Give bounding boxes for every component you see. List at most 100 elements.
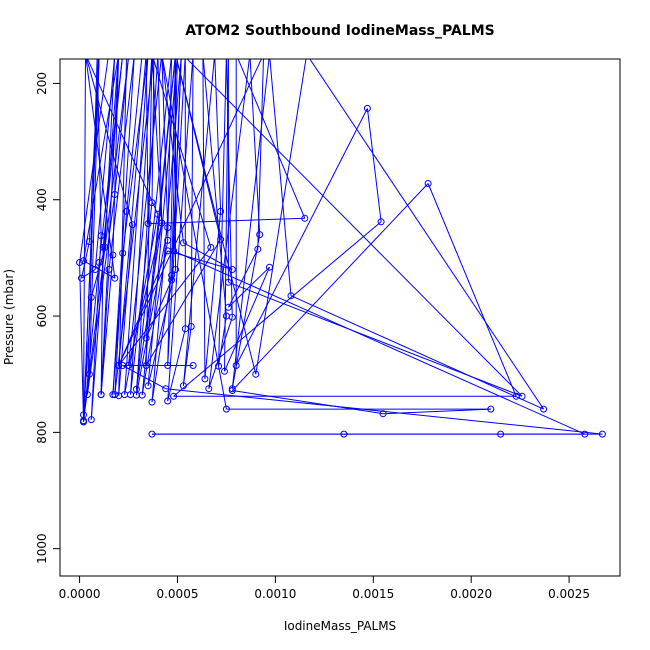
series-segment: [128, 59, 162, 366]
series-segment: [167, 59, 194, 402]
series-segment: [257, 59, 264, 250]
data-point: [172, 266, 179, 273]
data-point: [168, 271, 176, 279]
series-segment: [118, 59, 262, 366]
data-point: [162, 385, 170, 393]
data-point: [222, 405, 230, 413]
data-point: [80, 418, 87, 426]
series-segment: [122, 365, 166, 390]
data-point: [132, 385, 140, 393]
data-point: [179, 382, 187, 390]
series-segment: [145, 59, 153, 366]
series-segment: [126, 59, 143, 212]
data-point: [111, 274, 119, 282]
series-segment: [183, 242, 233, 270]
data-point: [201, 375, 209, 383]
data-point: [379, 410, 387, 418]
series-segment: [182, 59, 215, 386]
series-segment: [173, 221, 382, 397]
data-point: [87, 293, 95, 301]
data-point: [105, 266, 113, 273]
data-point: [256, 231, 264, 239]
data-point: [424, 180, 432, 187]
data-point: [148, 398, 156, 406]
series-segment: [218, 59, 227, 367]
series-segment: [124, 59, 149, 395]
data-point: [123, 207, 131, 215]
data-point: [138, 391, 146, 399]
series-segment: [167, 59, 186, 366]
data-point: [224, 303, 232, 311]
data-point: [187, 323, 195, 330]
series-segment: [249, 59, 261, 235]
x-tick-label: 0.0005: [156, 587, 198, 601]
y-tick-label: 600: [35, 305, 49, 328]
series-segment: [83, 59, 129, 422]
series-segment: [176, 59, 222, 240]
data-point: [119, 362, 127, 369]
series-segment: [145, 59, 149, 224]
data-point: [111, 191, 119, 198]
data-point: [99, 243, 107, 251]
series-segment: [202, 59, 206, 379]
x-tick-label: 0.0015: [352, 587, 394, 601]
data-point: [80, 257, 87, 265]
y-tick-label: 200: [35, 72, 49, 95]
data-point: [144, 220, 152, 228]
series-segment: [90, 59, 119, 420]
series-segment: [167, 59, 176, 366]
series-segment: [208, 59, 250, 389]
series-segment: [165, 388, 603, 435]
series-segment: [231, 59, 270, 389]
data-point: [85, 370, 93, 378]
data-point: [76, 259, 84, 266]
data-point: [168, 276, 176, 284]
series-segment: [86, 59, 98, 395]
series-segment: [290, 295, 544, 410]
data-point: [518, 392, 526, 400]
series-segment: [122, 59, 149, 254]
series-segment: [118, 59, 127, 396]
data-point: [164, 362, 172, 369]
data-point: [170, 392, 178, 400]
series-segment: [83, 262, 100, 422]
data-point: [128, 221, 136, 229]
series-segment: [228, 281, 523, 397]
series-segment: [427, 183, 517, 397]
data-point: [301, 214, 309, 222]
series-segment: [147, 269, 176, 386]
series-segment: [145, 239, 222, 366]
series-segment: [235, 108, 368, 366]
data-point: [83, 391, 91, 399]
series-segment: [152, 59, 212, 248]
data-point: [115, 362, 123, 369]
series-segment: [145, 279, 173, 339]
data-point: [164, 236, 172, 244]
data-point: [598, 430, 606, 438]
series-segment: [112, 59, 119, 256]
y-axis: 200 400 600 800 1000: [35, 72, 61, 564]
data-point: [179, 239, 187, 247]
series-segment: [135, 59, 172, 390]
data-point: [95, 259, 103, 266]
series-segment: [162, 59, 227, 410]
data-point: [224, 278, 232, 286]
series-segment: [269, 59, 292, 296]
data-point: [217, 207, 225, 215]
series-segment: [81, 241, 90, 279]
x-tick-label: 0.0010: [254, 587, 296, 601]
series-segment: [167, 250, 233, 270]
series-segment: [151, 59, 163, 224]
series-segment: [227, 248, 259, 308]
data-point: [80, 411, 87, 419]
series-segment: [190, 59, 194, 327]
data-point: [91, 266, 99, 273]
x-tick-label: 0.0020: [450, 587, 492, 601]
series-segment: [130, 59, 153, 395]
data-point: [581, 430, 589, 438]
data-point: [266, 263, 273, 271]
series-segment: [224, 267, 270, 372]
series-segment: [232, 390, 384, 415]
series-segment: [124, 214, 159, 395]
